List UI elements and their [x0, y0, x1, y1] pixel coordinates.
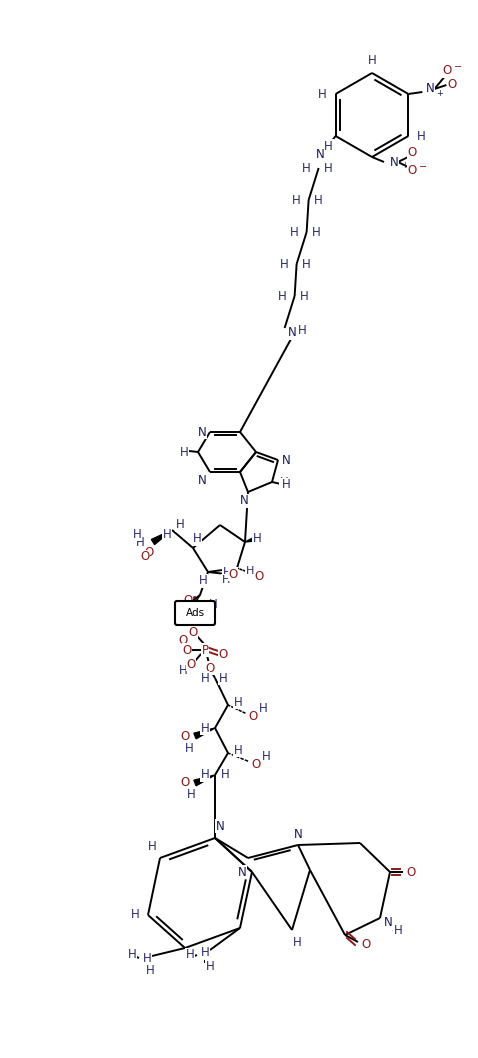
Text: O: O	[184, 594, 193, 606]
Polygon shape	[245, 537, 256, 542]
Text: H: H	[201, 722, 209, 734]
Text: H: H	[175, 518, 185, 531]
Text: H: H	[208, 599, 217, 612]
Text: O: O	[218, 649, 228, 661]
Text: H: H	[185, 742, 194, 754]
Text: H: H	[206, 960, 214, 972]
Text: H: H	[253, 532, 261, 546]
Text: O: O	[180, 730, 190, 743]
Text: O: O	[254, 569, 264, 583]
Text: H: H	[312, 225, 321, 238]
Text: P: P	[202, 643, 208, 657]
Polygon shape	[194, 776, 215, 786]
Text: H: H	[221, 768, 229, 782]
Text: H: H	[280, 475, 288, 489]
Text: N: N	[197, 474, 206, 487]
Text: O: O	[206, 661, 215, 675]
Text: −: −	[419, 162, 427, 172]
Polygon shape	[152, 530, 172, 545]
Text: N: N	[239, 494, 249, 508]
Text: H: H	[142, 951, 152, 965]
Text: H: H	[148, 839, 156, 853]
Text: H: H	[146, 964, 154, 977]
Text: O: O	[361, 938, 370, 951]
Text: H: H	[417, 129, 426, 143]
Text: H: H	[290, 225, 299, 238]
Text: O: O	[228, 567, 238, 581]
Text: N: N	[288, 327, 297, 340]
Text: H: H	[302, 162, 311, 175]
Text: +: +	[401, 162, 408, 170]
Text: H: H	[302, 257, 311, 271]
Text: H: H	[201, 768, 209, 782]
Text: O: O	[183, 643, 192, 657]
Text: O: O	[180, 777, 190, 789]
Text: N: N	[293, 828, 303, 841]
Text: O: O	[251, 759, 261, 771]
Text: O: O	[406, 865, 416, 878]
Text: H: H	[234, 695, 242, 709]
Text: O: O	[141, 550, 150, 564]
Text: H: H	[222, 574, 230, 585]
Text: H: H	[132, 528, 141, 541]
Text: H: H	[234, 744, 242, 756]
Text: −: −	[455, 62, 463, 72]
Text: H: H	[324, 162, 333, 175]
Text: O: O	[144, 546, 153, 559]
Text: H: H	[324, 140, 333, 152]
Text: H: H	[314, 194, 323, 206]
Polygon shape	[194, 728, 215, 738]
Text: H: H	[130, 909, 140, 922]
Text: H: H	[180, 445, 188, 458]
Text: H: H	[298, 325, 307, 338]
Text: H: H	[223, 566, 231, 580]
Text: H: H	[193, 532, 201, 546]
Text: O: O	[448, 77, 457, 91]
Text: H: H	[261, 750, 271, 764]
Text: N: N	[216, 820, 224, 833]
Text: H: H	[201, 947, 209, 960]
Text: H: H	[136, 535, 144, 548]
Text: O: O	[178, 635, 188, 647]
Text: H: H	[259, 703, 267, 715]
Text: H: H	[393, 925, 402, 937]
Text: H: H	[280, 257, 289, 271]
Text: H: H	[368, 54, 376, 67]
Text: O: O	[249, 711, 258, 724]
Text: O: O	[186, 657, 196, 671]
Text: N: N	[197, 425, 206, 438]
Text: H: H	[318, 88, 327, 101]
Text: H: H	[293, 935, 301, 949]
Text: O: O	[188, 625, 197, 638]
Text: H: H	[246, 566, 254, 576]
Text: H: H	[218, 672, 228, 685]
Text: N: N	[426, 83, 435, 95]
Text: O: O	[407, 146, 417, 160]
Text: H: H	[199, 574, 207, 587]
Text: H: H	[201, 672, 209, 685]
Text: H: H	[185, 949, 195, 962]
Text: N: N	[384, 916, 392, 930]
Text: H: H	[282, 478, 290, 492]
Text: H: H	[278, 290, 287, 303]
FancyBboxPatch shape	[175, 601, 215, 625]
Text: H: H	[128, 949, 136, 962]
Text: +: +	[436, 89, 443, 97]
Text: O: O	[202, 604, 212, 618]
Text: N: N	[238, 865, 246, 878]
Text: Ads: Ads	[185, 608, 205, 618]
Text: N: N	[316, 147, 325, 161]
Text: N: N	[282, 454, 290, 467]
Text: H: H	[186, 788, 196, 802]
Text: H: H	[163, 529, 172, 542]
Text: N: N	[390, 156, 398, 168]
Text: O: O	[443, 65, 452, 77]
Text: H: H	[179, 663, 187, 676]
Text: H: H	[300, 290, 309, 303]
Text: H: H	[292, 194, 301, 206]
Text: H: H	[180, 445, 188, 458]
Text: O: O	[407, 164, 417, 178]
